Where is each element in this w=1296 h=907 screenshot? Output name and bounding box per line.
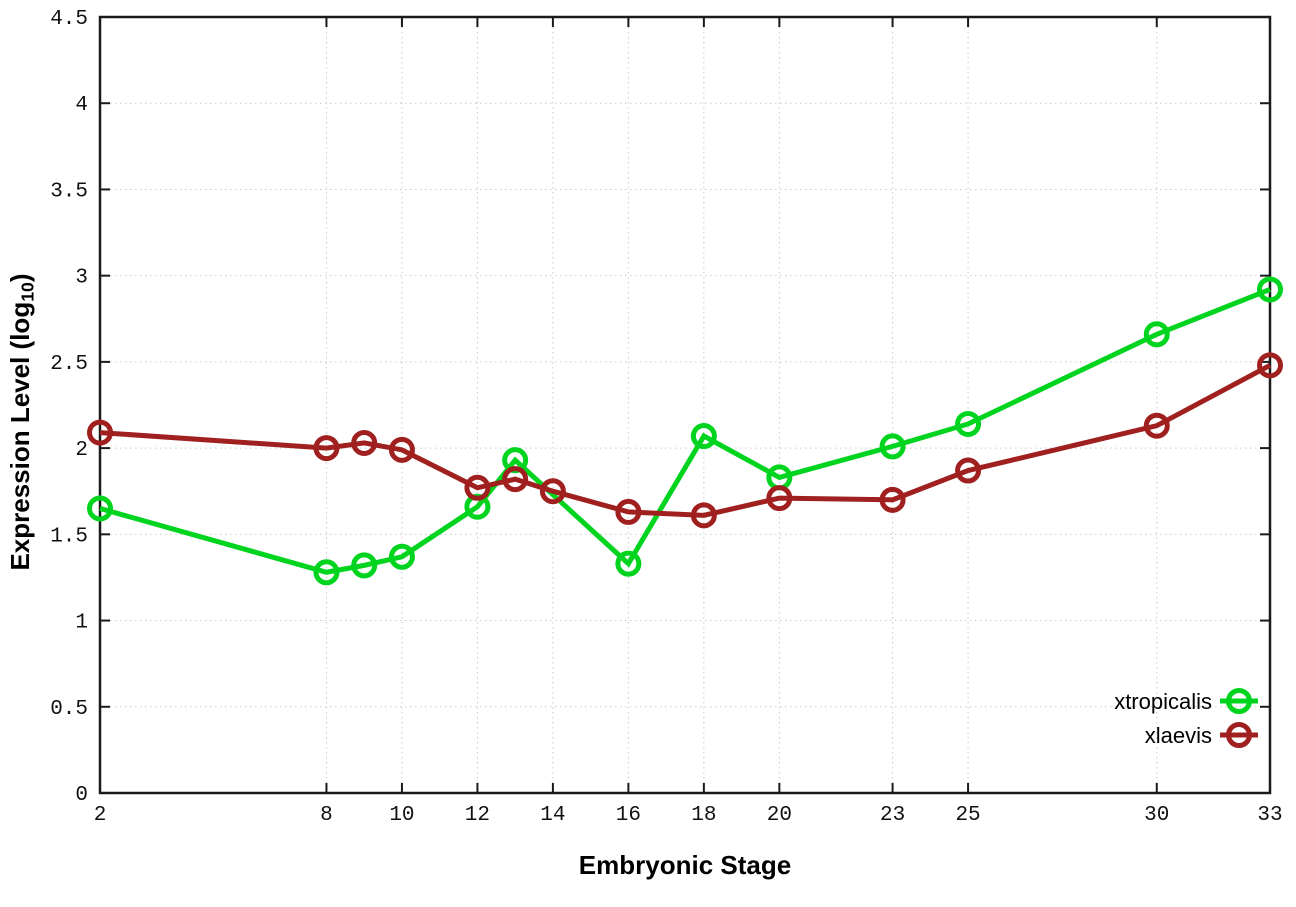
legend-label-xtropicalis: xtropicalis	[1114, 689, 1212, 714]
y-tick-label: 2.5	[50, 353, 88, 376]
x-tick-label: 2	[94, 804, 107, 827]
data-point-xlaevis	[502, 466, 529, 493]
data-point-xlaevis	[87, 419, 113, 446]
x-tick-label: 8	[320, 804, 333, 827]
data-point-xlaevis	[539, 478, 566, 505]
x-tick-label: 16	[616, 804, 641, 827]
x-axis-title: Embryonic Stage	[578, 850, 792, 880]
legend-marker-xlaevis	[1226, 722, 1252, 748]
y-tick-label: 0	[75, 784, 88, 807]
data-point-xlaevis	[1143, 412, 1170, 439]
y-tick-label: 2	[75, 439, 88, 462]
y-tick-label: 4.5	[50, 8, 88, 31]
data-point-xtropicalis	[879, 433, 906, 460]
y-tick-label: 4	[75, 94, 88, 117]
data-point-xtropicalis	[313, 559, 340, 586]
data-point-xtropicalis	[388, 543, 415, 570]
y-axis-title: Expression Level (log10)	[5, 122, 39, 722]
data-point-xtropicalis	[955, 410, 982, 437]
data-point-xlaevis	[388, 436, 415, 463]
series-line-xtropicalis	[99, 287, 1271, 575]
data-point-xlaevis	[615, 498, 642, 525]
y-tick-label: 3	[75, 267, 88, 290]
data-point-xtropicalis	[615, 550, 642, 577]
x-tick-label: 18	[691, 804, 716, 827]
y-axis-title-subscript: 10	[17, 282, 38, 302]
data-point-xtropicalis	[690, 423, 717, 450]
y-axis-title-close: )	[5, 273, 35, 283]
legend-marker-xtropicalis	[1226, 688, 1252, 714]
series-line-xlaevis	[99, 363, 1272, 518]
data-point-xlaevis	[464, 474, 491, 501]
x-tick-label: 10	[389, 804, 414, 827]
y-tick-label: 1	[75, 612, 88, 635]
y-tick-label: 0.5	[50, 698, 88, 721]
data-point-xlaevis	[879, 486, 906, 513]
plot-border	[98, 15, 1272, 795]
y-axis-title-text: Expression Level (log	[5, 301, 35, 571]
x-tick-label: 12	[465, 804, 490, 827]
y-tick-label: 1.5	[50, 525, 88, 548]
data-point-xlaevis	[1257, 352, 1283, 379]
x-tick-label: 23	[880, 804, 905, 827]
x-tick-label: 20	[767, 804, 792, 827]
data-point-xtropicalis	[1143, 321, 1170, 348]
x-tick-label: 33	[1257, 804, 1282, 827]
y-tick-label: 3.5	[50, 180, 88, 203]
data-point-xlaevis	[766, 485, 793, 512]
data-point-xlaevis	[351, 429, 378, 456]
x-tick-label: 30	[1144, 804, 1169, 827]
data-point-xtropicalis	[1257, 276, 1283, 303]
data-point-xtropicalis	[87, 495, 113, 522]
x-tick-label: 14	[540, 804, 565, 827]
data-point-xtropicalis	[351, 552, 378, 579]
x-tick-label: 25	[955, 804, 980, 827]
data-point-xlaevis	[955, 457, 982, 484]
data-point-xlaevis	[313, 435, 340, 462]
data-point-xlaevis	[690, 502, 717, 529]
legend-label-xlaevis: xlaevis	[1145, 723, 1212, 748]
